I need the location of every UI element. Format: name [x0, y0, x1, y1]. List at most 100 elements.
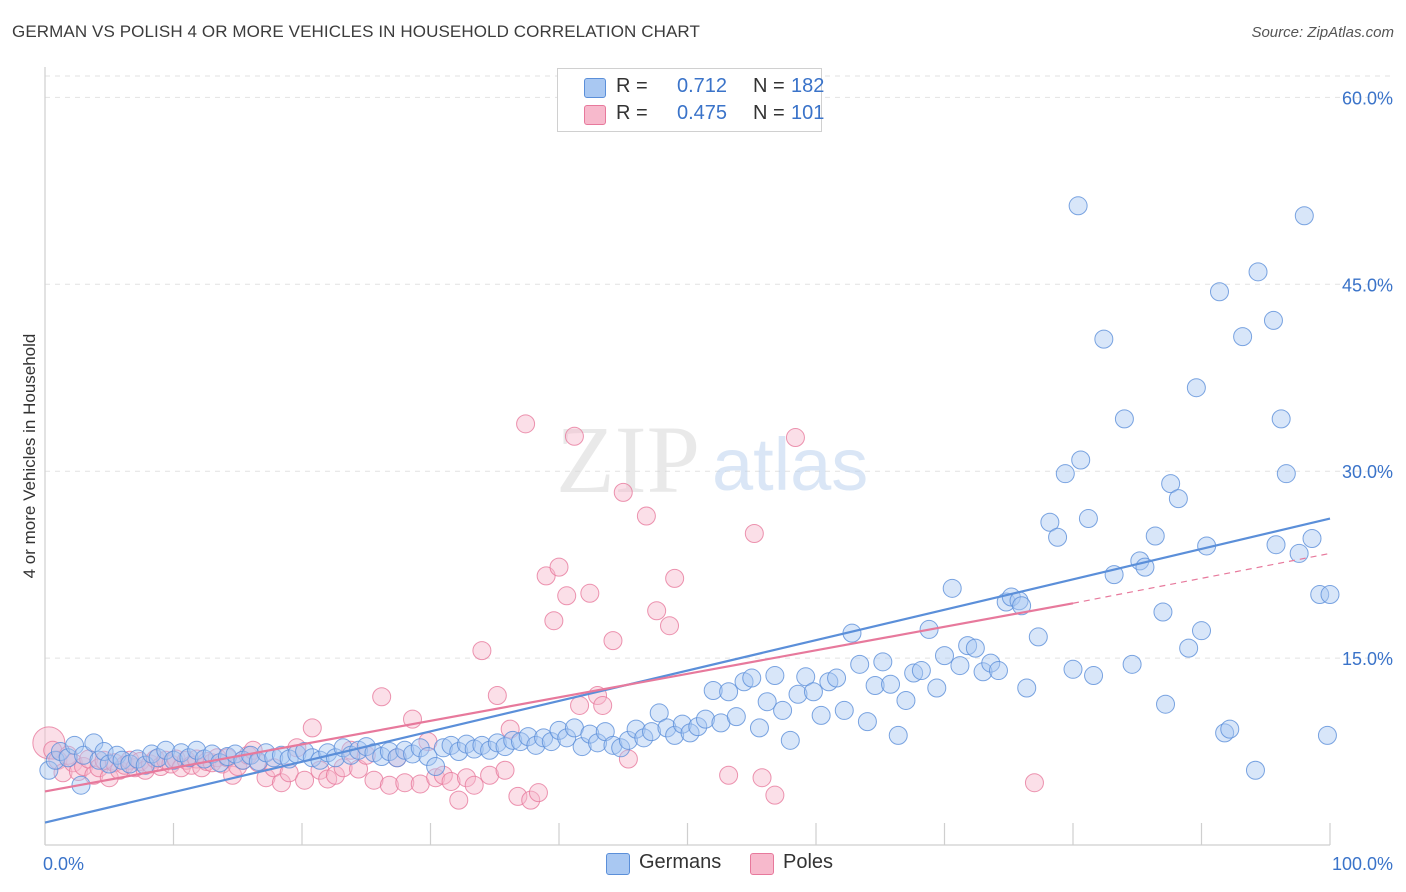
poles-point	[660, 616, 680, 636]
germans-point	[695, 709, 715, 729]
poles-point	[271, 773, 291, 793]
germans-point	[1192, 621, 1211, 641]
poles-point	[295, 770, 315, 790]
n-value: 101	[791, 102, 825, 124]
germans-point	[1310, 585, 1330, 605]
poles-point	[593, 695, 613, 715]
germans-point	[988, 661, 1008, 681]
germans-point	[142, 744, 162, 764]
germans-point	[1048, 527, 1068, 547]
poles-point	[528, 783, 548, 803]
germans-point	[128, 749, 148, 769]
germans-point	[942, 578, 962, 598]
germans-point	[1156, 694, 1176, 714]
y-tick-label: 60.0%	[1342, 88, 1393, 108]
axes	[44, 67, 1331, 846]
germans-point	[541, 732, 561, 752]
germans-point	[749, 718, 769, 738]
germans-point	[480, 740, 500, 760]
poles-point	[580, 583, 600, 603]
y-tick-label: 15.0%	[1342, 649, 1393, 669]
germans-point	[703, 680, 723, 700]
germans-point	[94, 742, 114, 762]
germans-point	[1271, 409, 1291, 429]
y-axis-label: 4 or more Vehicles in Household	[20, 333, 39, 579]
trend-lines	[44, 517, 1331, 824]
germans-point	[1186, 378, 1206, 398]
germans-point	[757, 692, 777, 712]
poles-point	[449, 790, 469, 810]
germans-point	[588, 733, 608, 753]
watermark: ZIP atlas	[556, 406, 868, 513]
poles-point	[441, 771, 461, 791]
poles-point	[464, 775, 484, 795]
y-tick-label: 30.0%	[1342, 462, 1393, 482]
germans-point	[688, 717, 708, 737]
germans-point	[1161, 474, 1181, 494]
x-tick-label: 100.0%	[1332, 854, 1393, 874]
germans-point	[50, 742, 70, 762]
germans-point	[657, 718, 677, 738]
germans-point	[1320, 585, 1340, 605]
poles-point	[570, 695, 590, 715]
germans-point	[1266, 535, 1286, 555]
germans-point	[549, 720, 569, 740]
germans-point	[148, 748, 168, 768]
germans-point	[1114, 409, 1134, 429]
germans-point	[1017, 678, 1037, 698]
poles-point	[256, 768, 276, 788]
germans-point	[526, 735, 546, 755]
germans-point	[1122, 654, 1142, 674]
germans-point	[649, 703, 669, 723]
poles-point	[487, 685, 507, 705]
germans-point	[1063, 659, 1083, 679]
x-tick-label: 0.0%	[43, 854, 84, 874]
germans-point	[74, 745, 94, 765]
poles-point	[564, 426, 584, 446]
n-value: 182	[791, 75, 825, 97]
poles-point	[456, 768, 476, 788]
poles-point	[603, 631, 623, 651]
germans-point	[888, 725, 908, 745]
poles-point	[618, 749, 638, 769]
germans-point	[1094, 329, 1114, 349]
germans-point	[441, 735, 461, 755]
germans-trend-line	[44, 517, 1331, 824]
poles-point	[426, 768, 446, 788]
poles-point	[302, 718, 322, 738]
germans-point	[164, 750, 183, 770]
poles-point	[395, 773, 415, 793]
germans-point	[904, 663, 924, 683]
germans-point	[665, 725, 685, 745]
germans-point	[642, 722, 662, 742]
germans-point	[811, 705, 831, 725]
germans-point	[1012, 596, 1032, 616]
germans-point	[433, 738, 453, 758]
germans-point	[950, 656, 970, 676]
germans-point	[89, 750, 109, 770]
poles-point	[744, 523, 764, 543]
germans-point	[742, 668, 762, 688]
poles-point	[495, 760, 515, 780]
germans-point	[379, 742, 399, 762]
germans-point	[1263, 310, 1283, 330]
germans-point	[680, 723, 700, 743]
poles-point	[372, 687, 392, 707]
germans-point	[1220, 719, 1240, 739]
r-value: 0.475	[677, 102, 728, 124]
poles-swatch	[584, 105, 606, 125]
poles-trend-line	[44, 602, 1074, 793]
poles-point	[647, 601, 667, 621]
gridlines	[45, 75, 1395, 659]
germans-point	[1294, 206, 1314, 226]
germans-point	[788, 684, 808, 704]
germans-point	[865, 676, 885, 696]
germans-point	[1245, 760, 1265, 780]
poles-legend-swatch	[750, 853, 774, 875]
poles-point	[752, 768, 772, 788]
germans-point	[1209, 282, 1229, 302]
germans-point	[773, 700, 793, 720]
germans-point	[927, 678, 947, 698]
germans-point	[981, 653, 1001, 673]
